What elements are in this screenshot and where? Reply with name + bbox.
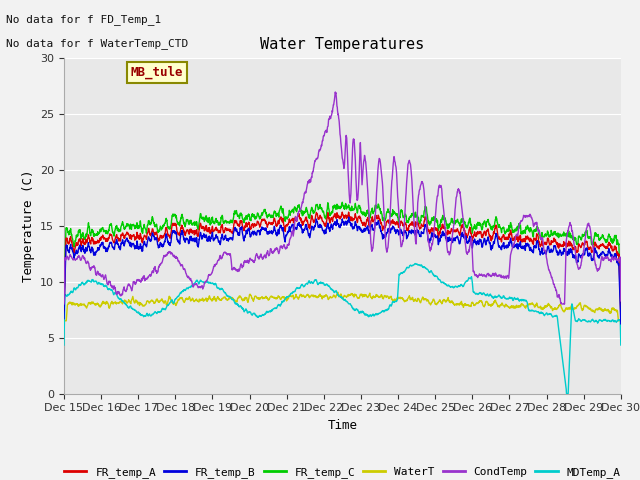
Text: No data for f FD_Temp_1: No data for f FD_Temp_1 (6, 14, 162, 25)
Text: No data for f WaterTemp_CTD: No data for f WaterTemp_CTD (6, 38, 189, 49)
Title: Water Temperatures: Water Temperatures (260, 37, 424, 52)
Y-axis label: Temperature (C): Temperature (C) (22, 169, 35, 282)
Text: MB_tule: MB_tule (131, 66, 183, 79)
X-axis label: Time: Time (328, 419, 357, 432)
Legend: FR_temp_A, FR_temp_B, FR_temp_C, WaterT, CondTemp, MDTemp_A: FR_temp_A, FR_temp_B, FR_temp_C, WaterT,… (60, 462, 625, 480)
